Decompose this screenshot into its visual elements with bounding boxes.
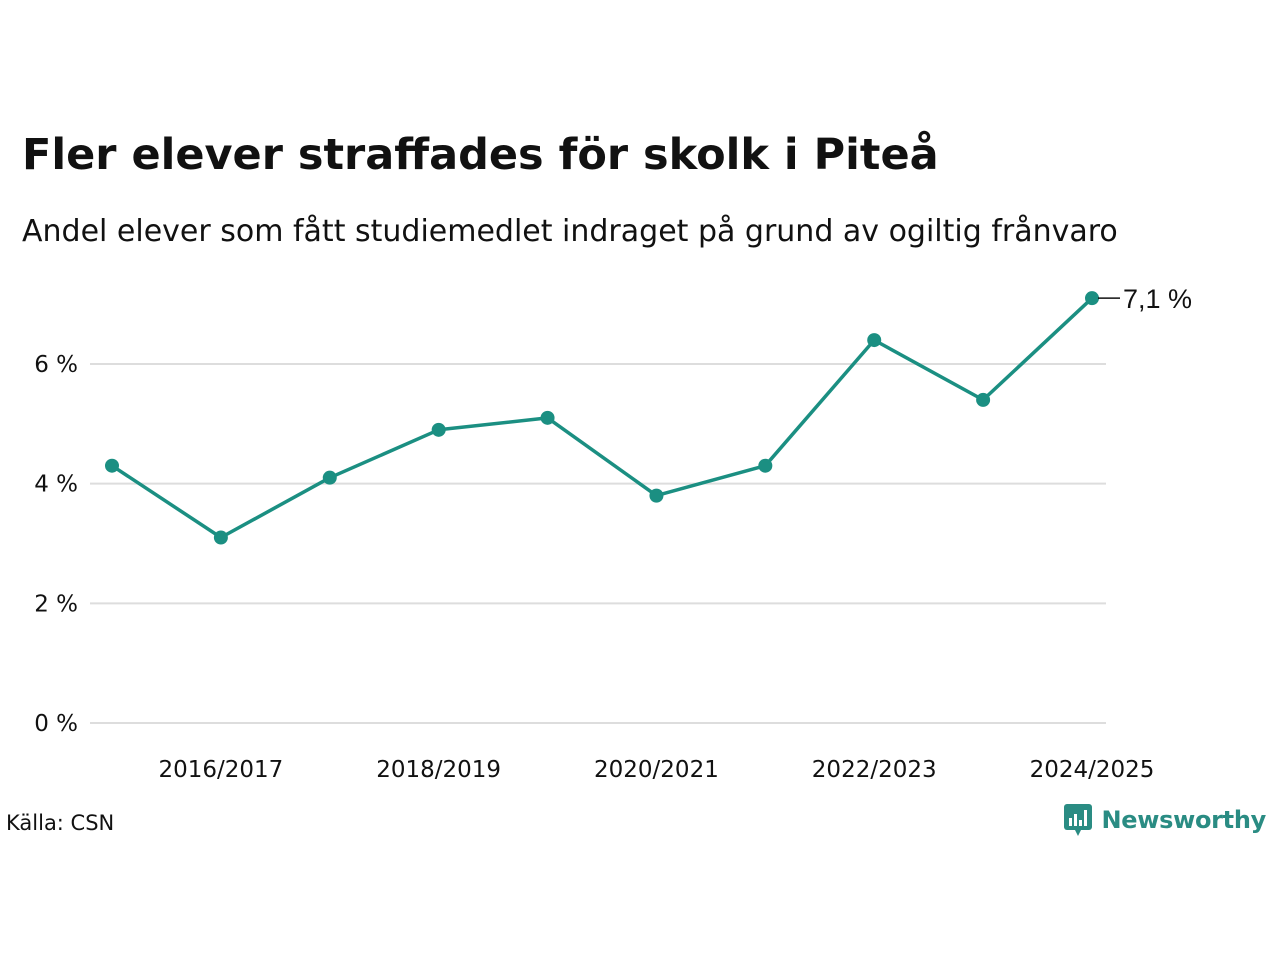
end-value-label: 7,1 % (1123, 284, 1192, 314)
series (105, 291, 1099, 545)
x-tick-label: 2018/2019 (376, 757, 501, 783)
series-line (110, 296, 1094, 540)
chart-title: Fler elever straffades för skolk i Piteå (22, 130, 939, 180)
chart-subtitle: Andel elever som fått studiemedlet indra… (22, 214, 1118, 249)
data-point (105, 458, 119, 473)
y-tick-label: 2 % (34, 591, 78, 617)
x-tick-label: 2016/2017 (158, 757, 283, 783)
brand-logo: Newsworthy (1063, 803, 1266, 837)
data-point (322, 470, 337, 485)
x-tick-label: 2024/2025 (1030, 757, 1155, 783)
data-point (867, 333, 882, 348)
x-tick-label: 2022/2023 (812, 757, 937, 783)
y-tick-label: 4 % (34, 472, 78, 498)
data-point (1085, 291, 1099, 306)
y-axis-tick-labels: 0 % 2 % 4 % 6 % (34, 352, 78, 737)
x-axis-tick-labels: 2016/2017 2018/2019 2020/2021 2022/2023 2024… (158, 757, 1154, 783)
data-point (540, 410, 555, 425)
data-point (758, 458, 773, 473)
gridlines (90, 363, 1106, 724)
data-point (431, 422, 446, 437)
data-point (213, 530, 228, 545)
x-tick-label: 2020/2021 (594, 757, 719, 783)
source-note: Källa: CSN (6, 811, 115, 835)
newsworthy-logo-icon (1064, 804, 1093, 836)
y-tick-label: 6 % (34, 352, 78, 378)
brand-name: Newsworthy (1101, 806, 1266, 834)
data-point (976, 392, 991, 407)
end-label-group: 7,1 % (1098, 284, 1192, 314)
data-point (649, 488, 664, 503)
y-tick-label: 0 % (34, 711, 78, 737)
